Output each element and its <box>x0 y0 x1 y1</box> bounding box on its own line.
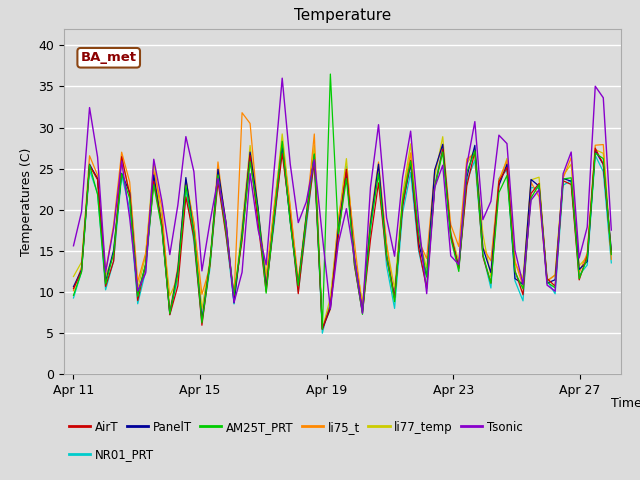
li77_temp <box>70 274 77 279</box>
PanelT <box>319 326 326 332</box>
li77_temp <box>278 131 286 137</box>
Text: BA_met: BA_met <box>81 51 137 64</box>
AM25T_PRT <box>70 292 77 298</box>
AM25T_PRT <box>319 326 326 332</box>
Tsonic <box>447 253 454 259</box>
PanelT <box>70 284 77 289</box>
li75_t <box>575 270 583 276</box>
li75_t <box>471 151 479 156</box>
Tsonic <box>607 227 615 233</box>
AirT <box>503 165 511 170</box>
AirT <box>559 178 567 184</box>
li75_t <box>447 222 454 228</box>
li75_t <box>511 258 519 264</box>
NR01_PRT <box>511 278 519 284</box>
li75_t <box>70 288 77 293</box>
Tsonic <box>278 75 286 81</box>
li75_t <box>607 256 615 262</box>
NR01_PRT <box>575 272 583 278</box>
NR01_PRT <box>559 182 567 188</box>
AM25T_PRT <box>559 176 567 182</box>
AirT <box>607 251 615 257</box>
Line: AM25T_PRT: AM25T_PRT <box>74 74 611 329</box>
Tsonic <box>358 311 366 316</box>
li75_t <box>319 326 326 332</box>
PanelT <box>575 266 583 272</box>
NR01_PRT <box>439 144 447 150</box>
X-axis label: Time: Time <box>611 397 640 410</box>
li77_temp <box>319 326 326 332</box>
AM25T_PRT <box>447 235 454 241</box>
PanelT <box>439 142 447 147</box>
AirT <box>439 146 447 152</box>
Line: Tsonic: Tsonic <box>74 78 611 313</box>
li75_t <box>238 110 246 116</box>
Title: Temperature: Temperature <box>294 9 391 24</box>
NR01_PRT <box>607 260 615 266</box>
Legend: NR01_PRT: NR01_PRT <box>64 444 159 466</box>
AirT <box>551 283 559 289</box>
Tsonic <box>471 119 479 124</box>
NR01_PRT <box>471 157 479 163</box>
li77_temp <box>607 252 615 258</box>
li77_temp <box>511 260 519 266</box>
Tsonic <box>575 255 583 261</box>
li77_temp <box>471 147 479 153</box>
Line: AirT: AirT <box>74 148 611 329</box>
AirT <box>591 145 599 151</box>
Tsonic <box>567 149 575 155</box>
PanelT <box>567 178 575 184</box>
AM25T_PRT <box>326 71 334 77</box>
li77_temp <box>575 263 583 268</box>
AM25T_PRT <box>607 252 615 257</box>
AM25T_PRT <box>575 276 583 282</box>
AM25T_PRT <box>471 148 479 154</box>
li75_t <box>567 155 575 160</box>
li77_temp <box>567 161 575 167</box>
li77_temp <box>559 172 567 178</box>
Tsonic <box>70 243 77 249</box>
AirT <box>70 286 77 291</box>
AirT <box>319 326 326 332</box>
PanelT <box>511 276 519 281</box>
PanelT <box>471 143 479 148</box>
NR01_PRT <box>319 330 326 336</box>
PanelT <box>447 233 454 239</box>
li75_t <box>559 175 567 181</box>
AirT <box>463 183 470 189</box>
Line: PanelT: PanelT <box>74 144 611 329</box>
Y-axis label: Temperatures (C): Temperatures (C) <box>20 147 33 256</box>
PanelT <box>559 176 567 181</box>
NR01_PRT <box>567 178 575 183</box>
li77_temp <box>447 230 454 236</box>
AM25T_PRT <box>567 175 575 180</box>
Line: NR01_PRT: NR01_PRT <box>74 147 611 333</box>
AirT <box>567 181 575 187</box>
Line: li75_t: li75_t <box>74 113 611 329</box>
Tsonic <box>559 171 567 177</box>
Tsonic <box>511 248 519 253</box>
NR01_PRT <box>70 295 77 301</box>
PanelT <box>607 247 615 253</box>
Line: li77_temp: li77_temp <box>74 134 611 329</box>
NR01_PRT <box>447 231 454 237</box>
AM25T_PRT <box>511 269 519 275</box>
